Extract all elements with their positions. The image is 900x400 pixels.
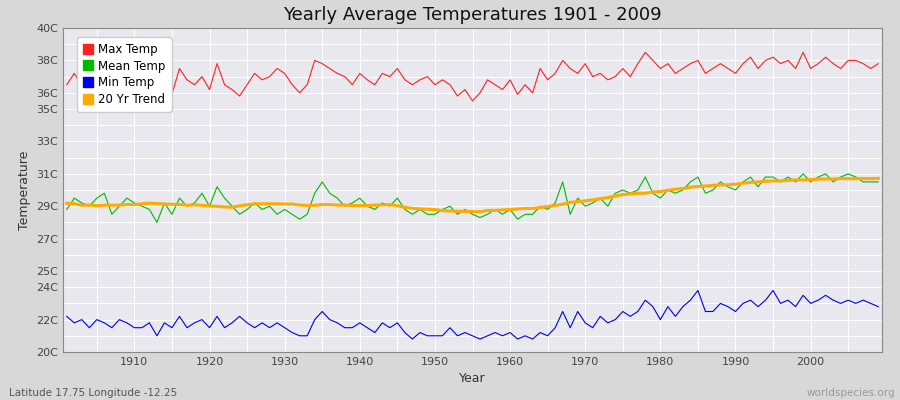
Max Temp [512,92,523,97]
Line: Min Temp: Min Temp [67,290,878,339]
Text: Latitude 17.75 Longitude -12.25: Latitude 17.75 Longitude -12.25 [9,388,177,398]
Line: 20 Yr Trend: 20 Yr Trend [67,178,878,212]
Mean Temp [602,204,613,209]
Title: Yearly Average Temperatures 1901 - 2009: Yearly Average Temperatures 1901 - 2009 [284,6,662,24]
20 Yr Trend [61,201,72,206]
20 Yr Trend [602,195,613,200]
Min Temp [602,320,613,325]
20 Yr Trend [287,202,298,206]
Mean Temp [61,207,72,212]
Y-axis label: Temperature: Temperature [18,150,31,230]
Mean Temp [873,180,884,184]
Mean Temp [339,204,350,209]
Min Temp [332,320,343,325]
20 Yr Trend [332,203,343,208]
Max Temp [602,78,613,82]
Mean Temp [151,220,162,225]
Max Temp [339,74,350,79]
Max Temp [640,50,651,55]
Text: worldspecies.org: worldspecies.org [807,388,896,398]
Max Temp [294,90,305,95]
Max Temp [873,61,884,66]
Min Temp [692,288,703,293]
Min Temp [287,330,298,335]
Mean Temp [797,171,808,176]
Max Temp [61,82,72,87]
Mean Temp [122,196,132,200]
Line: Max Temp: Max Temp [67,52,878,106]
20 Yr Trend [512,206,523,211]
20 Yr Trend [873,176,884,181]
Legend: Max Temp, Mean Temp, Min Temp, 20 Yr Trend: Max Temp, Mean Temp, Min Temp, 20 Yr Tre… [77,37,172,112]
Mean Temp [505,207,516,212]
Min Temp [61,314,72,319]
Min Temp [873,304,884,309]
Mean Temp [512,217,523,222]
Max Temp [505,78,516,82]
X-axis label: Year: Year [459,372,486,386]
Line: Mean Temp: Mean Temp [67,174,878,222]
20 Yr Trend [474,209,485,214]
Min Temp [122,320,132,325]
Max Temp [151,103,162,108]
Mean Temp [294,217,305,222]
20 Yr Trend [505,207,516,212]
Max Temp [122,66,132,71]
Min Temp [505,330,516,335]
Min Temp [512,337,523,342]
20 Yr Trend [122,202,132,207]
Min Temp [407,337,418,342]
